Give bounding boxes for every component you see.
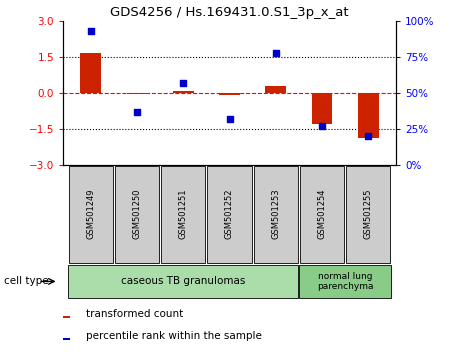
Text: caseous TB granulomas: caseous TB granulomas bbox=[121, 276, 245, 286]
Text: GSM501253: GSM501253 bbox=[271, 189, 280, 240]
Bar bbox=[311, 93, 333, 124]
Text: normal lung
parenchyma: normal lung parenchyma bbox=[317, 272, 373, 291]
Point bbox=[272, 50, 279, 56]
Title: GDS4256 / Hs.169431.0.S1_3p_x_at: GDS4256 / Hs.169431.0.S1_3p_x_at bbox=[110, 6, 349, 19]
Bar bbox=[63, 316, 70, 318]
Text: GSM501254: GSM501254 bbox=[318, 189, 327, 239]
Text: cell type: cell type bbox=[4, 276, 49, 286]
FancyBboxPatch shape bbox=[300, 166, 344, 263]
FancyBboxPatch shape bbox=[68, 166, 113, 263]
FancyBboxPatch shape bbox=[161, 166, 206, 263]
FancyBboxPatch shape bbox=[115, 166, 159, 263]
Point bbox=[133, 109, 140, 114]
Point bbox=[180, 80, 187, 86]
Bar bbox=[126, 93, 148, 94]
FancyBboxPatch shape bbox=[68, 265, 298, 298]
FancyBboxPatch shape bbox=[253, 166, 298, 263]
Text: GSM501250: GSM501250 bbox=[132, 189, 141, 239]
Text: GSM501252: GSM501252 bbox=[225, 189, 234, 239]
Point bbox=[319, 123, 326, 129]
Point bbox=[226, 116, 233, 121]
Bar bbox=[266, 86, 286, 93]
Point bbox=[364, 133, 372, 139]
Text: percentile rank within the sample: percentile rank within the sample bbox=[86, 331, 262, 342]
Bar bbox=[63, 338, 70, 340]
FancyBboxPatch shape bbox=[299, 265, 391, 298]
Text: transformed count: transformed count bbox=[86, 309, 184, 320]
Bar bbox=[358, 93, 378, 138]
Text: GSM501255: GSM501255 bbox=[364, 189, 373, 239]
Text: GSM501249: GSM501249 bbox=[86, 189, 95, 239]
Text: GSM501251: GSM501251 bbox=[179, 189, 188, 239]
Bar bbox=[173, 91, 194, 93]
FancyBboxPatch shape bbox=[346, 166, 391, 263]
Point bbox=[87, 28, 94, 34]
Bar bbox=[81, 53, 101, 93]
Bar bbox=[219, 93, 240, 95]
FancyBboxPatch shape bbox=[207, 166, 252, 263]
